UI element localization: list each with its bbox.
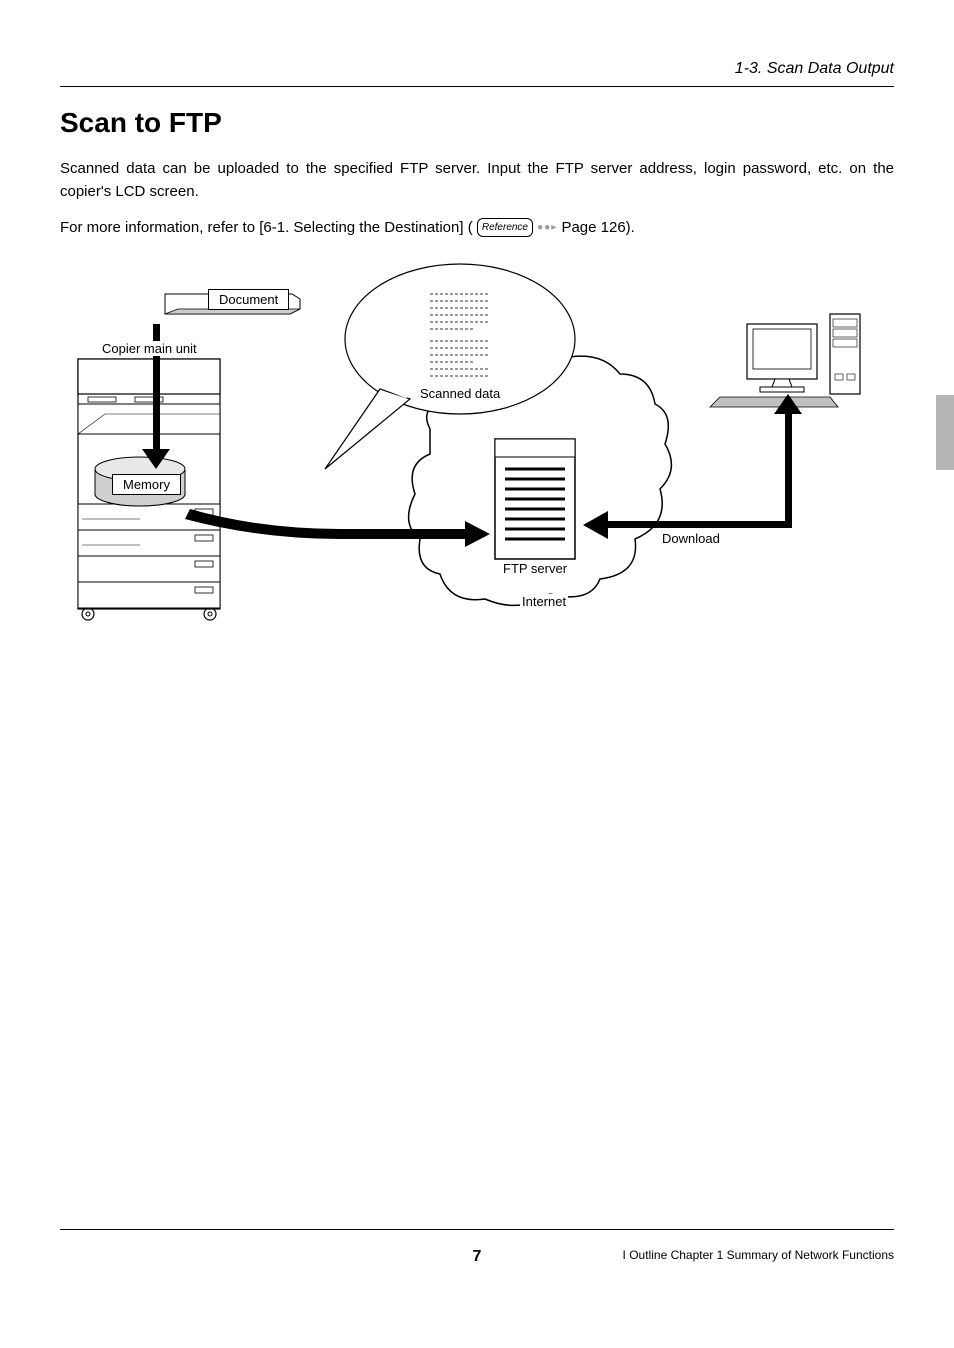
- label-download: Download: [660, 531, 722, 546]
- footer-text: I Outline Chapter 1 Summary of Network F…: [623, 1248, 894, 1262]
- page-number: 7: [473, 1248, 482, 1266]
- paragraph-2-prefix: For more information, refer to [6-1. Sel…: [60, 219, 473, 236]
- section-header: 1-3. Scan Data Output: [60, 60, 894, 87]
- label-memory: Memory: [112, 474, 181, 495]
- ftp-diagram: Document Copier main unit Memory Scanned…: [60, 259, 900, 639]
- reference-badge: Reference: [477, 218, 533, 238]
- ftp-server-icon: [495, 439, 575, 559]
- label-internet: Internet: [520, 594, 568, 609]
- pc-icon: [710, 314, 860, 407]
- page-title: Scan to FTP: [60, 107, 894, 139]
- label-ftp-server: FTP server: [501, 561, 569, 576]
- page-footer: 7 I Outline Chapter 1 Summary of Network…: [60, 1229, 894, 1248]
- paragraph-2: For more information, refer to [6-1. Sel…: [60, 216, 894, 239]
- paragraph-1: Scanned data can be uploaded to the spec…: [60, 157, 894, 204]
- diagram-svg: [60, 259, 900, 639]
- label-document: Document: [208, 289, 289, 310]
- section-header-text: 1-3. Scan Data Output: [735, 60, 894, 77]
- dots-icon: ●●▸: [537, 220, 557, 236]
- label-scanned-data: Scanned data: [418, 386, 502, 401]
- label-copier: Copier main unit: [100, 341, 199, 356]
- bubble-tail: [325, 389, 410, 469]
- paragraph-2-suffix: Page 126).: [561, 219, 634, 236]
- page-edge-tab: [936, 395, 954, 470]
